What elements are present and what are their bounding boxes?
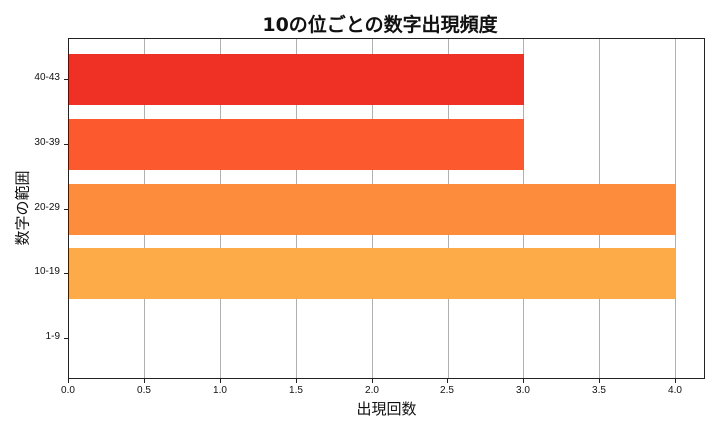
bar-20-29 — [69, 184, 676, 235]
x-tick-label: 1.5 — [289, 385, 303, 396]
bar-30-39 — [69, 119, 524, 170]
y-tick-label: 1-9 — [45, 331, 60, 342]
x-tick — [523, 379, 524, 383]
y-tick — [64, 79, 68, 80]
x-tick — [144, 379, 145, 383]
plot-area — [68, 38, 705, 379]
y-tick-label: 30-39 — [34, 137, 60, 148]
x-tick — [220, 379, 221, 383]
y-tick-label: 20-29 — [34, 202, 60, 213]
x-axis-label: 出現回数 — [356, 400, 417, 418]
y-tick — [64, 209, 68, 210]
x-tick-label: 2.0 — [365, 385, 379, 396]
x-tick-label: 0.5 — [137, 385, 151, 396]
x-tick — [675, 379, 676, 383]
y-tick — [64, 273, 68, 274]
y-axis-label: 数字の範囲 — [13, 170, 32, 246]
x-tick-label: 4.0 — [668, 385, 682, 396]
y-tick-label: 40-43 — [34, 72, 60, 83]
x-tick-label: 2.5 — [440, 385, 454, 396]
x-tick — [68, 379, 69, 383]
x-tick — [599, 379, 600, 383]
chart-title: 10の位ごとの数字出現頻度 — [262, 14, 498, 36]
x-tick — [296, 379, 297, 383]
x-tick-label: 3.0 — [516, 385, 530, 396]
bar-10-19 — [69, 248, 676, 299]
x-tick-label: 1.0 — [213, 385, 227, 396]
y-tick — [64, 144, 68, 145]
bar-40-43 — [69, 54, 524, 105]
y-tick-label: 10-19 — [34, 266, 60, 277]
x-tick — [447, 379, 448, 383]
x-tick — [372, 379, 373, 383]
x-tick-label: 0.0 — [61, 385, 75, 396]
y-tick — [64, 338, 68, 339]
x-tick-label: 3.5 — [592, 385, 606, 396]
